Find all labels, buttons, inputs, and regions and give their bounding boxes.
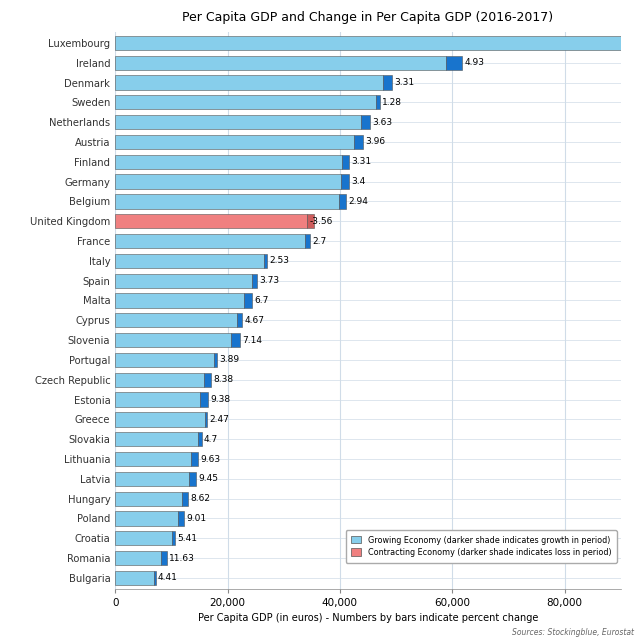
Text: 8.62: 8.62: [190, 494, 210, 503]
Bar: [115, 333, 232, 348]
Bar: [115, 56, 446, 70]
Bar: [237, 313, 242, 328]
Bar: [115, 472, 189, 486]
Text: 9.45: 9.45: [198, 474, 219, 483]
Bar: [214, 353, 218, 367]
Text: Sources: Stockingblue, Eurostat: Sources: Stockingblue, Eurostat: [511, 628, 634, 637]
Text: -3.56: -3.56: [309, 217, 333, 226]
Text: 3.89: 3.89: [220, 355, 240, 364]
Bar: [342, 155, 349, 169]
Bar: [115, 372, 204, 387]
Text: 4.67: 4.67: [244, 316, 264, 325]
Bar: [252, 273, 257, 288]
Bar: [307, 214, 314, 228]
Bar: [115, 412, 205, 426]
Bar: [161, 551, 166, 565]
Bar: [115, 392, 200, 406]
Text: 2.47: 2.47: [209, 415, 229, 424]
Bar: [115, 492, 182, 506]
Bar: [115, 432, 198, 446]
Text: 4.41: 4.41: [158, 573, 178, 582]
Text: 8.38: 8.38: [214, 375, 234, 384]
Bar: [361, 115, 370, 129]
Bar: [115, 253, 264, 268]
Bar: [115, 353, 214, 367]
Text: 3.4: 3.4: [351, 177, 365, 186]
Bar: [182, 492, 188, 506]
Text: 4.93: 4.93: [465, 58, 484, 67]
Text: 11.63: 11.63: [169, 554, 195, 563]
Text: 9.01: 9.01: [186, 514, 206, 523]
Bar: [115, 76, 383, 90]
Bar: [115, 551, 161, 565]
Text: 3.31: 3.31: [394, 78, 415, 87]
Text: 2.94: 2.94: [348, 197, 368, 206]
Text: 9.38: 9.38: [211, 395, 230, 404]
Text: 3.63: 3.63: [372, 118, 392, 127]
Bar: [115, 135, 354, 149]
Bar: [376, 95, 380, 109]
Bar: [264, 253, 268, 268]
Text: 4.7: 4.7: [204, 435, 218, 444]
Bar: [115, 195, 339, 209]
Bar: [115, 155, 342, 169]
Bar: [115, 531, 172, 545]
Bar: [172, 531, 175, 545]
Bar: [178, 511, 184, 525]
Text: 7.14: 7.14: [242, 335, 262, 344]
Text: 2.7: 2.7: [312, 237, 326, 246]
Bar: [115, 115, 361, 129]
Bar: [446, 56, 462, 70]
Bar: [198, 432, 202, 446]
Bar: [115, 214, 307, 228]
Bar: [115, 571, 154, 585]
Text: 3.31: 3.31: [351, 157, 371, 166]
Bar: [115, 234, 305, 248]
Bar: [115, 175, 341, 189]
Bar: [191, 452, 198, 466]
Legend: Growing Economy (darker shade indicates growth in period), Contracting Economy (: Growing Economy (darker shade indicates …: [346, 530, 617, 563]
Bar: [115, 273, 252, 288]
Text: 1.28: 1.28: [382, 98, 402, 107]
Bar: [244, 293, 252, 308]
Text: 3.73: 3.73: [259, 276, 279, 285]
Bar: [154, 571, 156, 585]
Bar: [200, 392, 208, 406]
Text: 2.53: 2.53: [269, 257, 289, 266]
Text: 3.96: 3.96: [365, 138, 386, 147]
Text: 9.63: 9.63: [200, 454, 221, 463]
Bar: [115, 293, 244, 308]
Bar: [305, 234, 310, 248]
Bar: [383, 76, 392, 90]
Bar: [115, 36, 628, 50]
Bar: [115, 95, 376, 109]
X-axis label: Per Capita GDP (in euros) - Numbers by bars indicate percent change: Per Capita GDP (in euros) - Numbers by b…: [198, 613, 538, 623]
Bar: [339, 195, 346, 209]
Bar: [628, 36, 639, 50]
Bar: [232, 333, 240, 348]
Title: Per Capita GDP and Change in Per Capita GDP (2016-2017): Per Capita GDP and Change in Per Capita …: [182, 11, 554, 24]
Bar: [115, 313, 237, 328]
Text: 6.7: 6.7: [255, 296, 269, 305]
Bar: [205, 412, 207, 426]
Bar: [115, 511, 178, 525]
Bar: [341, 175, 349, 189]
Bar: [354, 135, 364, 149]
Bar: [189, 472, 196, 486]
Bar: [204, 372, 211, 387]
Text: 5.41: 5.41: [177, 534, 197, 543]
Bar: [115, 452, 191, 466]
